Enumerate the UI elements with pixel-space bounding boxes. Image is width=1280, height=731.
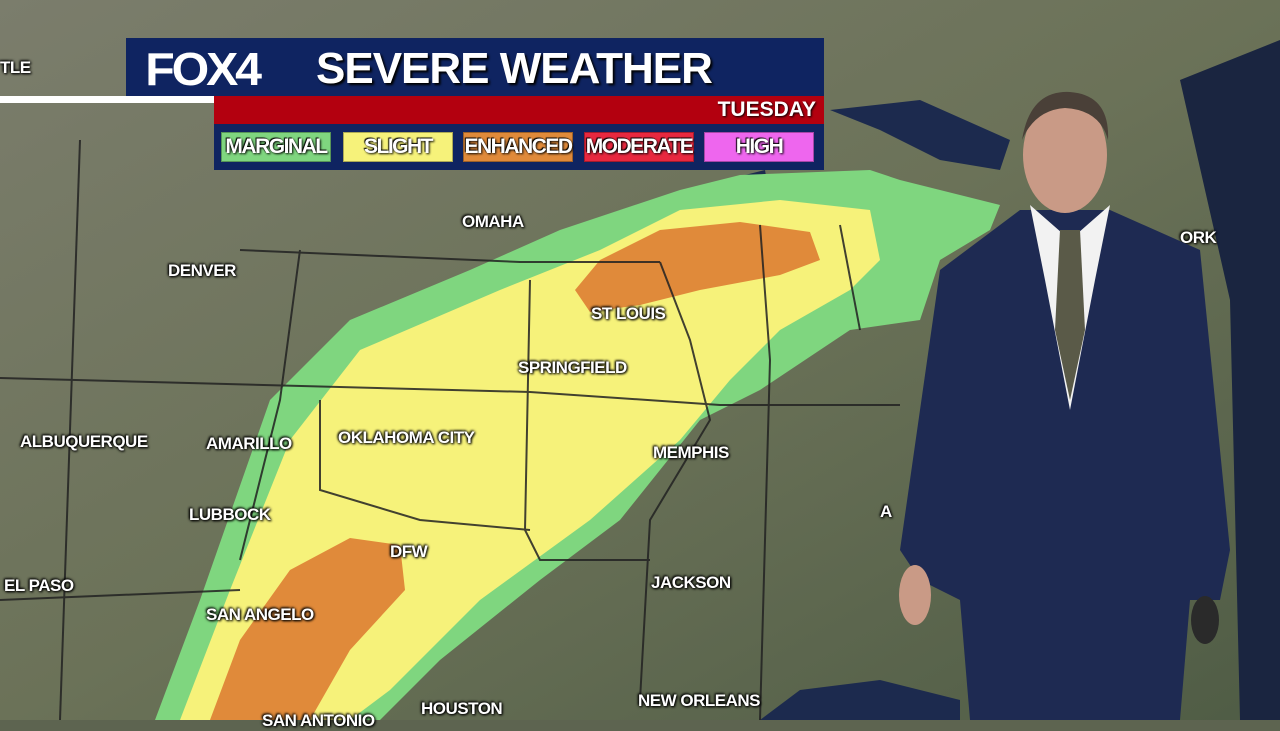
- atlantic: [1180, 40, 1280, 720]
- day-banner: TUESDAY: [214, 96, 824, 124]
- city-label-san-angelo: SAN ANGELO: [206, 605, 314, 624]
- city-label-new-orleans: NEW ORLEANS: [638, 691, 761, 710]
- legend-high: HIGH: [704, 132, 814, 162]
- city-label-houston: HOUSTON: [421, 699, 503, 718]
- city-label-el-paso: EL PASO: [4, 576, 74, 595]
- city-label-denver: DENVER: [168, 261, 236, 280]
- legend-marginal: MARGINAL: [221, 132, 331, 162]
- great-lakes: [830, 100, 1010, 170]
- city-label-oklahoma-city: OKLAHOMA CITY: [338, 428, 475, 447]
- enhanced-risk-area-north: [575, 222, 820, 312]
- city-label-san-antonio: SAN ANTONIO: [262, 711, 375, 730]
- city-label-omaha: OMAHA: [462, 212, 524, 231]
- graphic-header: FOX4 SEVERE WEATHER RISK: [126, 38, 824, 143]
- gulf-of-mexico: [760, 680, 960, 720]
- city-label-amarillo: AMARILLO: [206, 434, 292, 453]
- risk-legend: MARGINAL SLIGHT ENHANCED MODERATE HIGH: [214, 124, 824, 170]
- city-label-memphis: MEMPHIS: [653, 443, 729, 462]
- legend-slight: SLIGHT: [343, 132, 453, 162]
- city-label-seattle: TLE: [0, 58, 31, 77]
- city-label-springfield: SPRINGFIELD: [518, 358, 627, 377]
- city-label-st-louis: ST LOUIS: [591, 304, 666, 323]
- city-label-dfw: DFW: [390, 542, 428, 561]
- legend-moderate: MODERATE: [584, 132, 694, 162]
- forecast-day: TUESDAY: [717, 98, 816, 121]
- city-label-jackson: JACKSON: [651, 573, 731, 592]
- state-borders: [0, 139, 900, 720]
- city-label-lubbock: LUBBOCK: [189, 505, 271, 524]
- legend-enhanced: ENHANCED: [463, 132, 573, 162]
- city-label-albuquerque: ALBUQUERQUE: [20, 432, 148, 451]
- enhanced-risk-area-south: [210, 538, 405, 720]
- header-accent-line: [0, 96, 214, 103]
- meteorologist-presenter: [899, 91, 1230, 720]
- city-label-new-york: ORK: [1180, 228, 1217, 247]
- city-label-atlanta: A: [880, 502, 892, 521]
- fox4-logo: FOX4: [145, 43, 262, 95]
